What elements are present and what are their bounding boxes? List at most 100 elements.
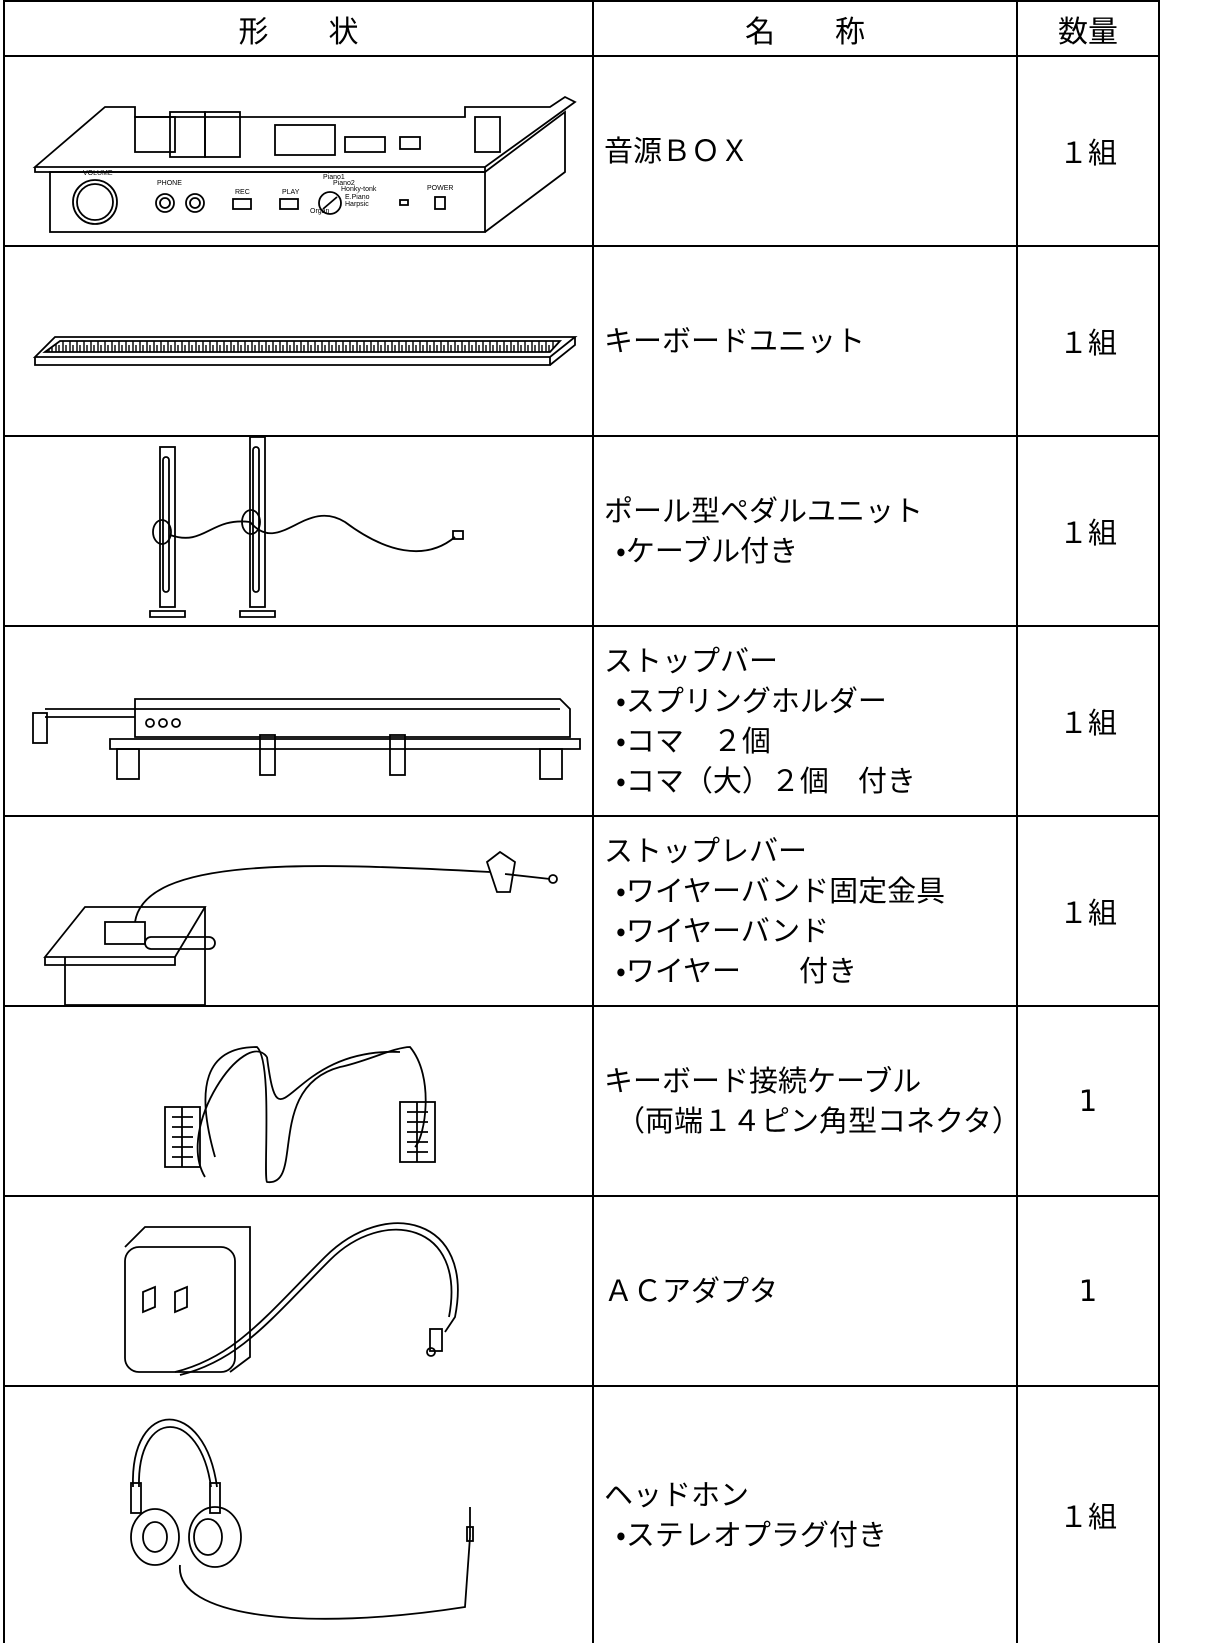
name-detail: ・スプリングホルダー (616, 684, 887, 718)
table-row: キーボード接続ケーブル （両端１４ピン角型コネクタ） 1 (3, 1005, 1160, 1197)
illustration-stroke (142, 1285, 188, 1314)
quantity-cell: 1 (1016, 1005, 1160, 1197)
name-cell: ＡＣアダプタ (592, 1195, 1018, 1387)
table-row: ストップレバー ・ワイヤーバンド固定金具 ・ワイヤーバンド ・ワイヤー 付き １組 (3, 815, 1160, 1007)
illustration-stroke (344, 136, 386, 153)
part-illustration (32, 336, 578, 366)
quantity-cell: １組 (1016, 625, 1160, 817)
illustration-stroke (169, 514, 456, 553)
quantity-cell: １組 (1016, 1385, 1160, 1643)
illustration-stroke (279, 198, 299, 210)
illustration-stroke (426, 1347, 436, 1357)
illustration-stroke (252, 446, 260, 593)
illustration-label: PHONE (157, 180, 182, 187)
name-detail: ・コマ（大）２個 付き (616, 764, 916, 798)
name-cell: ヘッドホン・ステレオプラグ付き (592, 1385, 1018, 1643)
illustration-label: E.Piano (345, 194, 370, 201)
part-illustration (149, 437, 464, 618)
illustration-stroke (64, 907, 206, 1005)
table-row: ＡＣアダプタ 1 (3, 1195, 1160, 1387)
illustration-stroke (196, 1050, 401, 1178)
name-title: ストップバー (604, 644, 779, 678)
illustration-label: VOLUME (83, 170, 113, 177)
name-title: キーボード接続ケーブル (604, 1064, 922, 1098)
illustration-label: Harpsic (345, 201, 369, 208)
name-detail: ・ケーブル付き (616, 534, 799, 568)
illustration-stroke (209, 1482, 221, 1514)
illustration-stroke (429, 1328, 443, 1352)
illustration-stroke (158, 718, 168, 728)
illustration-stroke (134, 698, 571, 738)
illustration-stroke (109, 738, 581, 750)
illustration-stroke (399, 136, 421, 150)
illustration-stroke (45, 708, 135, 718)
illustration-stroke (171, 718, 181, 728)
illustration-stroke (134, 116, 176, 153)
illustration-stroke (32, 712, 48, 744)
illustration-stroke (124, 1246, 236, 1373)
header-cell: 名 称 (592, 0, 1018, 57)
quantity-cell: １組 (1016, 815, 1160, 1007)
shape-cell (3, 815, 594, 1007)
name-detail: ・ワイヤーバンド (616, 914, 830, 948)
illustration-label: REC (235, 189, 250, 196)
table-row: ストップバー ・スプリングホルダー ・コマ ２個 ・コマ（大）２個 付き １組 (3, 625, 1160, 817)
table-header: 形 状 名 称 数量 (3, 0, 1160, 57)
name-cell: キーボードユニット (592, 245, 1018, 437)
illustration-stroke (179, 1536, 471, 1620)
name-title: ヘッドホン (604, 1478, 750, 1512)
illustration-stroke (466, 1526, 474, 1542)
quantity-cell: １組 (1016, 435, 1160, 627)
table-row: ヘッドホン ・ステレオプラグ付き １組 (3, 1385, 1160, 1643)
illustration-stroke (72, 179, 118, 225)
illustration-stroke (474, 116, 501, 153)
illustration-stroke (548, 874, 558, 884)
name-cell: ポール型ペダルユニット ・ケーブル付き (592, 435, 1018, 627)
illustration-label: Piano1 (323, 174, 345, 181)
illustration-stroke (188, 1506, 242, 1568)
part-illustration (32, 698, 581, 780)
shape-cell (3, 1195, 594, 1387)
illustration-stroke (42, 340, 563, 353)
name-detail: ・ワイヤーバンド固定金具 (616, 874, 946, 908)
shape-cell: VOLUME PHONE REC PLAY POWER Piano1 Piano2 Honk… (3, 55, 594, 247)
illustration-stroke (274, 124, 336, 156)
illustration-label: Piano2 (333, 180, 355, 187)
illustration-stroke (124, 1226, 251, 1373)
illustration-label: POWER (427, 185, 453, 192)
quantity-cell: 1 (1016, 1195, 1160, 1387)
name-cell: 音源ＢＯＸ (592, 55, 1018, 247)
illustration-stroke (485, 850, 516, 893)
table-row: ポール型ペダルユニット ・ケーブル付き １組 (3, 435, 1160, 627)
quantity-cell: １組 (1016, 245, 1160, 437)
illustration-label: Organ (310, 208, 330, 215)
name-detail: ・ステレオプラグ付き (616, 1518, 887, 1552)
shape-cell (3, 435, 594, 627)
illustration-stroke (142, 1521, 168, 1553)
illustration-stroke (318, 191, 342, 215)
name-detail: ・ワイヤー 付き (616, 954, 857, 988)
illustration-stroke (76, 183, 114, 221)
illustration-stroke (484, 110, 566, 233)
illustration-stroke (145, 718, 155, 728)
illustration-stroke (399, 199, 409, 206)
illustration-stroke (452, 530, 464, 540)
name-title: ＡＣアダプタ (604, 1274, 779, 1308)
illustration-stroke (116, 748, 140, 780)
shape-cell (3, 625, 594, 817)
table-row: VOLUME PHONE REC PLAY POWER Piano1 Piano2 Honk… (3, 55, 1160, 247)
header-cell: 数量 (1016, 0, 1160, 57)
illustration-stroke (134, 865, 491, 923)
illustration-stroke (232, 198, 252, 210)
part-illustration (43, 850, 558, 1005)
shape-cell (3, 1005, 594, 1197)
illustration-stroke (49, 171, 486, 233)
part-illustration (130, 1418, 474, 1620)
part-illustration (124, 1222, 459, 1376)
illustration-stroke (144, 936, 216, 950)
illustration-stroke (34, 337, 576, 366)
illustration-stroke (539, 748, 563, 780)
illustration-stroke (172, 1102, 428, 1167)
